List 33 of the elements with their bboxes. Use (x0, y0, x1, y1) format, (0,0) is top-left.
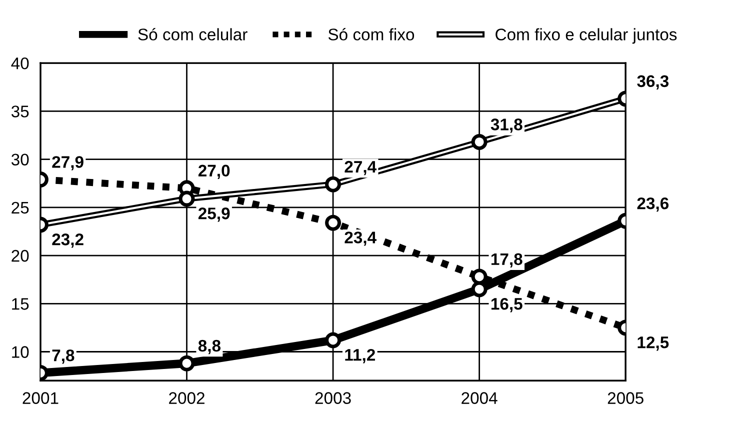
y-tick-label: 20 (12, 250, 29, 262)
y-tick-label: 40 (11, 57, 29, 70)
y-tick-label: 25 (12, 202, 29, 214)
y-tick-label: 10 (12, 346, 29, 358)
data-label: 27,0 (198, 164, 230, 179)
data-label: 11,2 (345, 348, 376, 364)
data-label: 27,4 (344, 160, 376, 176)
legend-label: Só com fixo (328, 28, 414, 40)
x-tick-label: 2003 (315, 392, 351, 404)
data-label: 31,8 (490, 118, 522, 133)
data-label: 36,3 (637, 75, 669, 90)
x-tick-label: 2001 (22, 392, 58, 404)
data-label: 23,2 (52, 234, 84, 248)
legend-label: Com fixo e celular juntos (496, 28, 677, 44)
data-label: 17,8 (491, 253, 522, 268)
data-label: 23,4 (344, 232, 376, 246)
data-label: 27,9 (52, 156, 84, 170)
data-label: 12,5 (638, 336, 669, 351)
point (325, 176, 342, 192)
point (325, 214, 342, 231)
data-label: 7,8 (52, 349, 74, 364)
legend-label: Só com celular (138, 28, 248, 40)
y-tick-label: 30 (11, 154, 29, 166)
x-tick-label: 2005 (608, 392, 644, 404)
x-tick-label: 2002 (169, 392, 204, 404)
y-tick-label: 15 (12, 298, 29, 310)
x-tick-label: 2004 (462, 392, 498, 404)
point (325, 332, 342, 348)
data-label: 8,8 (198, 340, 221, 354)
data-label: 23,6 (637, 197, 669, 212)
y-tick-label: 35 (11, 106, 29, 118)
data-label: 16,5 (491, 298, 522, 312)
data-label: 25,9 (198, 208, 230, 222)
